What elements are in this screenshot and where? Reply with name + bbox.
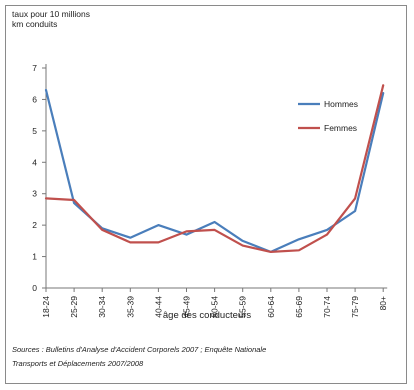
y-tick-label: 7: [32, 63, 37, 73]
y-axis-label: taux pour 10 millions km conduits: [12, 9, 90, 29]
x-tick-label: 75-79: [350, 296, 360, 318]
y-tick-label: 6: [32, 94, 37, 104]
x-tick-label: 70-74: [322, 296, 332, 318]
y-tick-label: 5: [32, 126, 37, 136]
series-line-femmes: [44, 84, 385, 253]
sources-line-2: Transports et Déplacements 2007/2008: [12, 359, 144, 368]
legend-label-femmes: Femmes: [324, 123, 357, 133]
x-tick-label: 25-29: [69, 296, 79, 318]
x-tick-label: 30-34: [97, 296, 107, 318]
x-tick-label: 65-69: [294, 296, 304, 318]
x-tick-label: 50-54: [210, 296, 220, 318]
x-tick-label: 60-64: [266, 296, 276, 318]
y-tick-label: 1: [32, 252, 37, 262]
y-tick-label: 0: [32, 283, 37, 293]
sources-note: Sources : Bulletins d'Analyse d'Accident…: [12, 343, 410, 371]
x-axis-label: âge des conducteurs: [162, 310, 252, 321]
legend-label-hommes: Hommes: [324, 99, 358, 109]
x-tick-label: 45-49: [182, 296, 192, 318]
x-tick-label: 55-59: [238, 296, 248, 318]
y-axis-label-line-2: km conduits: [12, 19, 58, 29]
x-tick-label: 40-44: [153, 296, 163, 318]
x-tick-label: 35-39: [125, 296, 135, 318]
y-axis-label-line-1: taux pour 10 millions: [12, 9, 90, 19]
y-tick-label: 4: [32, 157, 37, 167]
y-tick-label: 3: [32, 189, 37, 199]
x-tick-label: 18-24: [41, 296, 51, 318]
y-tick-label: 2: [32, 220, 37, 230]
x-tick-label: 80+: [378, 296, 388, 310]
sources-line-1: Sources : Bulletins d'Analyse d'Accident…: [12, 345, 267, 354]
